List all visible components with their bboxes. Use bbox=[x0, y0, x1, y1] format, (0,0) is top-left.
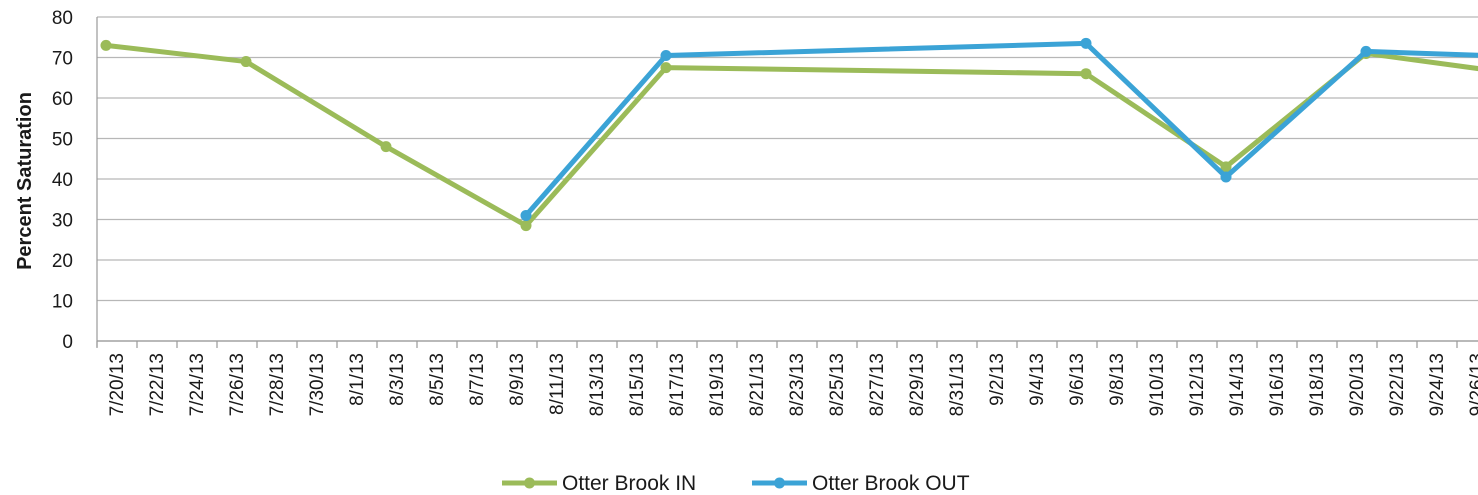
x-tick-label: 8/5/13 bbox=[427, 353, 448, 406]
x-tick-label: 7/24/13 bbox=[187, 353, 208, 416]
data-point bbox=[660, 62, 672, 74]
x-tick-label: 8/25/13 bbox=[827, 353, 848, 416]
data-point bbox=[520, 220, 532, 232]
x-tick-label: 7/30/13 bbox=[307, 353, 328, 416]
data-point bbox=[660, 49, 672, 61]
x-tick-label: 9/20/13 bbox=[1347, 353, 1368, 416]
y-axis-ticks: 0 10 20 30 40 50 60 70 80 bbox=[52, 8, 73, 353]
y-tick-label: 70 bbox=[52, 49, 73, 70]
x-tick-label: 9/24/13 bbox=[1427, 353, 1448, 416]
x-tick-label: 9/22/13 bbox=[1387, 353, 1408, 416]
x-tick-label: 8/21/13 bbox=[747, 353, 768, 416]
y-tick-label: 10 bbox=[52, 292, 73, 313]
x-tick-label: 8/1/13 bbox=[347, 353, 368, 406]
x-tick-label: 9/8/13 bbox=[1107, 353, 1128, 406]
legend: Otter Brook IN Otter Brook OUT bbox=[502, 472, 970, 495]
x-tick-label: 8/9/13 bbox=[507, 353, 528, 406]
y-tick-label: 60 bbox=[52, 89, 73, 110]
legend-item: Otter Brook IN bbox=[502, 472, 696, 495]
data-point bbox=[1080, 68, 1092, 80]
data-point bbox=[240, 56, 252, 68]
x-tick-label: 8/27/13 bbox=[867, 353, 888, 416]
x-tick-label: 8/31/13 bbox=[947, 353, 968, 416]
legend-marker bbox=[524, 477, 535, 489]
x-tick-label: 8/7/13 bbox=[467, 353, 488, 406]
x-tick-label: 9/2/13 bbox=[987, 353, 1008, 406]
x-tick-label: 9/10/13 bbox=[1147, 353, 1168, 416]
x-axis-ticks: 7/20/13 7/22/13 7/24/13 7/26/13 7/28/13 7/30/… bbox=[107, 353, 1478, 416]
y-tick-label: 0 bbox=[62, 332, 73, 353]
series-2 bbox=[520, 37, 1478, 221]
x-tick-label: 9/14/13 bbox=[1227, 353, 1248, 416]
x-tick-label: 7/26/13 bbox=[227, 353, 248, 416]
y-tick-label: 20 bbox=[52, 251, 73, 272]
x-tick-label: 9/26/13 bbox=[1467, 353, 1478, 416]
data-point bbox=[1220, 161, 1232, 173]
x-tick-label: 8/23/13 bbox=[787, 353, 808, 416]
legend-label: Otter Brook IN bbox=[562, 472, 696, 495]
data-point bbox=[380, 141, 392, 153]
gridlines bbox=[96, 16, 1478, 347]
data-point bbox=[1080, 37, 1092, 49]
x-tick-label: 7/22/13 bbox=[147, 353, 168, 416]
y-tick-label: 50 bbox=[52, 130, 73, 151]
x-tick-label: 8/29/13 bbox=[907, 353, 928, 416]
x-tick-label: 8/19/13 bbox=[707, 353, 728, 416]
y-tick-label: 80 bbox=[52, 8, 73, 29]
data-point bbox=[1220, 171, 1232, 183]
legend-label: Otter Brook OUT bbox=[812, 472, 970, 495]
series-line bbox=[523, 40, 1478, 218]
data-point bbox=[100, 39, 112, 51]
legend-marker bbox=[774, 477, 785, 489]
x-tick-label: 8/15/13 bbox=[627, 353, 648, 416]
x-tick-label: 9/18/13 bbox=[1307, 353, 1328, 416]
y-tick-label: 40 bbox=[52, 170, 73, 191]
x-tick-label: 9/4/13 bbox=[1027, 353, 1048, 406]
series-lines bbox=[100, 37, 1478, 232]
x-tick-label: 8/11/13 bbox=[547, 353, 568, 415]
x-tick-label: 9/6/13 bbox=[1067, 353, 1088, 406]
y-axis-label: Percent Saturation bbox=[14, 92, 36, 270]
data-point bbox=[1360, 45, 1372, 57]
x-tick-label: 8/13/13 bbox=[587, 353, 608, 416]
x-tick-label: 9/16/13 bbox=[1267, 353, 1288, 416]
x-axis bbox=[96, 340, 1478, 348]
x-tick-label: 9/12/13 bbox=[1187, 353, 1208, 416]
data-point bbox=[520, 209, 532, 221]
legend-item: Otter Brook OUT bbox=[752, 472, 970, 495]
y-tick-label: 30 bbox=[52, 211, 73, 232]
x-tick-label: 7/20/13 bbox=[107, 353, 128, 416]
x-tick-label: 8/17/13 bbox=[667, 353, 688, 416]
x-tick-label: 8/3/13 bbox=[387, 353, 408, 406]
x-tick-label: 7/28/13 bbox=[267, 353, 288, 416]
